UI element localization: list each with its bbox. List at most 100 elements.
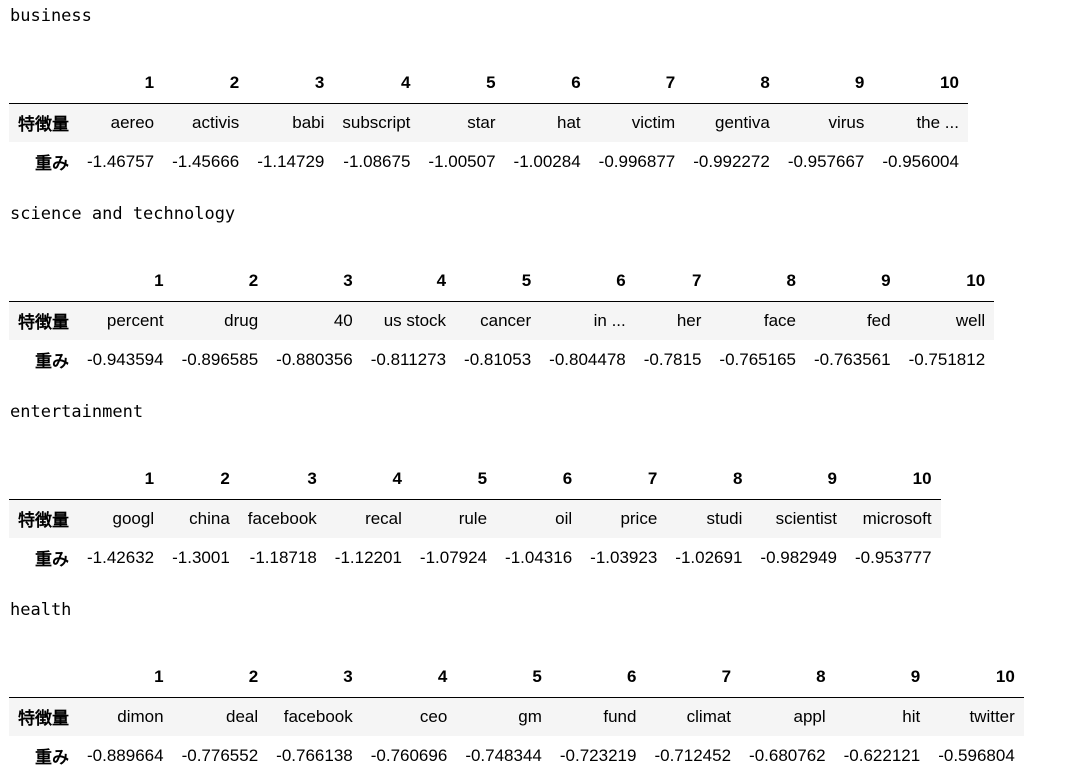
weight-cell: -0.956004 [882,151,959,171]
feature-cell: subscript [342,112,411,132]
header-row: 1 2 3 4 5 6 7 8 9 10 [9,460,941,500]
column-header: 4 [333,64,420,104]
column-header: 3 [267,658,362,698]
table-head: 1 2 3 4 5 6 7 8 9 10 [9,64,968,104]
column-header: 2 [163,64,249,104]
column-header: 9 [778,64,874,104]
weight-cell: -0.953777 [855,547,932,567]
weight-cell: -0.765165 [719,349,796,369]
weight-cell: -0.622121 [843,745,921,765]
data-row: 特徴量 percent drug 40 us stock cancer in ... her f… [9,301,995,340]
feature-cell: googl [112,508,155,528]
weight-cell: -0.982949 [760,547,837,567]
weight-cell: -1.04316 [505,547,573,567]
column-header: 1 [78,64,164,104]
table-body: 特徴量 aereo activis babi subscript star hat victi… [9,103,968,181]
column-header: 7 [589,64,685,104]
weight-cell: -1.12201 [334,547,402,567]
table-body: 特徴量 dimon deal facebook ceo gm fund climat appl h… [9,697,1024,775]
column-header: 5 [455,262,541,302]
feature-cell: rule [458,508,488,528]
column-header: 10 [846,460,941,500]
feature-cell: oil [555,508,573,528]
feature-cell: hit [902,706,921,726]
feature-cell: face [763,310,796,330]
weight-cell: -0.992272 [693,151,770,171]
weight-cell: -0.760696 [370,745,448,765]
weight-cell: -0.763561 [814,349,891,369]
column-header: 5 [419,64,505,104]
feature-cell: ceo [419,706,448,726]
row-label: 重み [35,550,69,569]
weight-cell: -0.596804 [938,745,1015,765]
column-header: 4 [325,460,411,500]
column-header: 3 [238,460,326,500]
row-label: 重み [35,154,69,173]
data-row: 特徴量 aereo activis babi subscript star hat victi… [9,103,968,142]
column-header: 7 [581,460,667,500]
column-header: 8 [684,64,779,104]
column-header: 10 [929,658,1024,698]
section-title: health [10,600,72,620]
feature-cell: us stock [383,310,447,330]
feature-cell: facebook [247,508,317,528]
data-row: 重み -0.889664 -0.776552 -0.766138 -0.760696 -0… [9,736,1024,775]
column-header: 4 [361,262,456,302]
feature-cell: babi [292,112,325,132]
output-area: business 1 2 3 4 5 6 7 8 9 10 特徴量 aereo activis babi su… [9,6,1091,775]
weight-cell: -1.45666 [172,151,240,171]
weight-cell: -0.776552 [181,745,259,765]
data-row: 重み -1.46757 -1.45666 -1.14729 -1.08675 -1.005… [9,142,968,181]
feature-cell: facebook [283,706,353,726]
weight-cell: -1.02691 [675,547,743,567]
feature-cell: cancer [480,310,532,330]
column-header: 1 [78,262,173,302]
weight-cell: -0.896585 [181,349,259,369]
feature-cell: well [955,310,986,330]
weight-cell: -1.14729 [257,151,325,171]
feature-cell: in ... [593,310,626,330]
corner-cell [9,64,78,104]
column-header: 1 [78,658,173,698]
feature-cell: deal [226,706,259,726]
corner-cell [9,658,78,698]
feature-cell: climat [686,706,732,726]
header-row: 1 2 3 4 5 6 7 8 9 10 [9,64,968,104]
column-header: 7 [634,262,711,302]
weight-cell: -0.723219 [559,745,637,765]
table-head: 1 2 3 4 5 6 7 8 9 10 [9,262,995,302]
feature-cell: gm [518,706,542,726]
data-row: 特徴量 dimon deal facebook ceo gm fund climat appl h… [9,697,1024,736]
table-body: 特徴量 percent drug 40 us stock cancer in ... her f… [9,301,995,379]
row-label: 特徴量 [18,511,69,531]
weight-cell: -1.42632 [87,547,155,567]
feature-cell: studi [706,508,743,528]
feature-cell: her [676,310,702,330]
feature-cell: twitter [969,706,1015,726]
corner-cell [9,262,78,302]
column-header: 6 [540,262,635,302]
row-label: 特徴量 [18,313,69,333]
header-row: 1 2 3 4 5 6 7 8 9 10 [9,658,1024,698]
data-row: 重み -0.943594 -0.896585 -0.880356 -0.811273 -0… [9,340,994,379]
column-header: 9 [834,658,930,698]
dataframe: 1 2 3 4 5 6 7 8 9 10 特徴量 aereo activis babi subscript s… [9,64,968,181]
column-header: 2 [172,262,268,302]
feature-cell: scientist [775,508,837,528]
row-label: 特徴量 [18,709,69,729]
column-header: 3 [248,64,334,104]
feature-cell: the ... [916,112,959,132]
column-header: 3 [267,262,362,302]
feature-cell: drug [224,310,259,330]
feature-cell: appl [793,706,826,726]
row-label: 特徴量 [18,115,69,135]
feature-cell: virus [828,112,865,132]
weight-cell: -1.08675 [343,151,411,171]
weight-cell: -0.804478 [549,349,626,369]
column-header: 2 [172,658,268,698]
weight-cell: -1.00507 [428,151,496,171]
feature-cell: hat [557,112,581,132]
header-row: 1 2 3 4 5 6 7 8 9 10 [9,262,995,302]
weight-cell: -0.889664 [87,745,164,765]
column-header: 4 [361,658,457,698]
